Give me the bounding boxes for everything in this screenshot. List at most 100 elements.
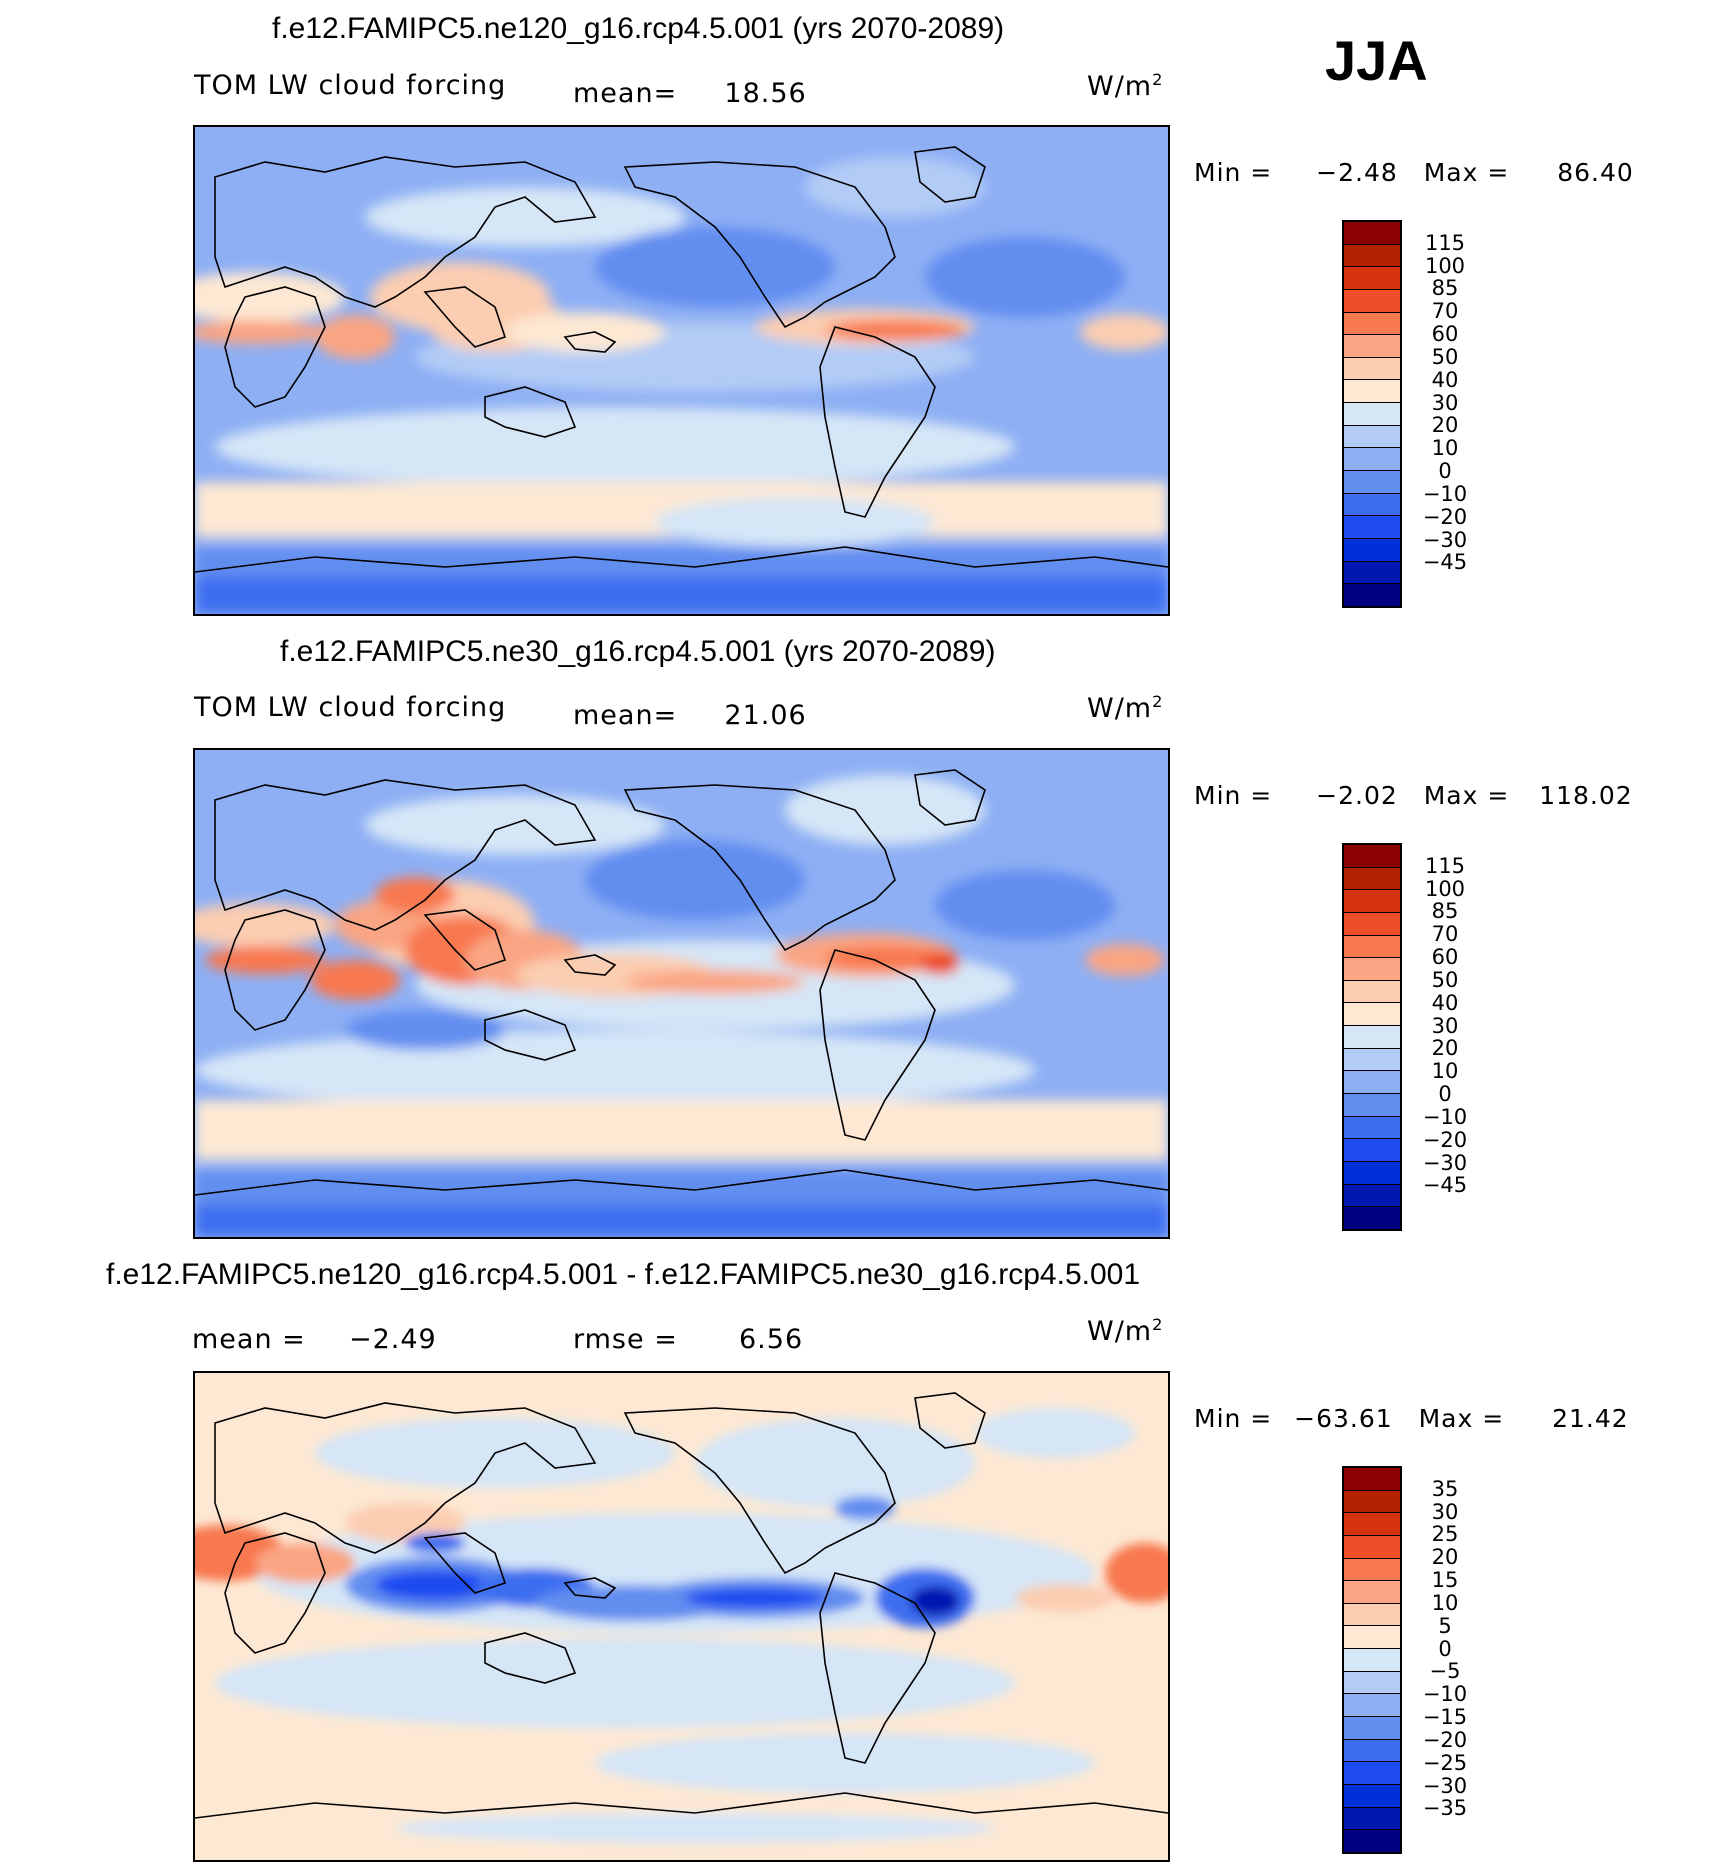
colorbar-segment (1344, 312, 1400, 336)
panel-1-units: W/m2 (1087, 70, 1164, 102)
colorbar-tick-label: −10 (1422, 1104, 1468, 1129)
colorbar-segment (1344, 890, 1400, 913)
panel-3-rmse-value: 6.56 (739, 1324, 804, 1355)
colorbar-segment (1344, 335, 1400, 358)
colorbar-tick-label: −20 (1422, 504, 1468, 529)
colorbar-segment (1344, 1739, 1400, 1763)
colorbar-tick-label: 40 (1431, 367, 1459, 392)
panel-2-max-label: Max = (1423, 781, 1510, 810)
colorbar-segment (1344, 1490, 1400, 1514)
panel-2-mean-value: 21.06 (724, 700, 807, 731)
colorbar-segment (1344, 493, 1400, 517)
colorbar-segment (1344, 935, 1400, 959)
colorbar-tick-label: 0 (1438, 1636, 1452, 1661)
colorbar-segment (1344, 267, 1400, 290)
colorbar-segment (1344, 1603, 1400, 1627)
panel-3-max-value: 21.42 (1552, 1404, 1629, 1433)
colorbar-tick-label: 10 (1431, 436, 1459, 461)
panel-3-colorbar-ticks: 35 30 25 20 15 10 5 0 −5 −10 −15 −20 −25 −30 −35 (1415, 1466, 1495, 1854)
colorbar-segment (1344, 1581, 1400, 1604)
colorbar-segment (1344, 980, 1400, 1004)
colorbar-tick-label: −10 (1422, 1682, 1468, 1707)
colorbar-tick-label: 20 (1431, 1036, 1459, 1061)
season-label: JJA (1325, 29, 1428, 92)
colorbar-segment (1344, 1207, 1400, 1229)
colorbar-tick-label: 60 (1431, 322, 1459, 347)
colorbar-tick-label: 50 (1431, 344, 1459, 369)
colorbar-segment (1344, 1558, 1400, 1582)
colorbar-tick-label: 25 (1431, 1522, 1459, 1547)
panel-2-mean: mean= 21.06 (573, 700, 807, 731)
panel-3-min-max: Min = −63.61 Max = 21.42 (1194, 1404, 1629, 1433)
colorbar-segment (1344, 1071, 1400, 1095)
colorbar-tick-label: 0 (1438, 459, 1452, 484)
colorbar-tick-label: 10 (1431, 1590, 1459, 1615)
colorbar-segment (1344, 222, 1400, 245)
colorbar-segment (1344, 1784, 1400, 1808)
panel-2-mean-label: mean= (573, 700, 678, 731)
colorbar-segment (1344, 912, 1400, 936)
colorbar-segment (1344, 1535, 1400, 1559)
panel-1-title: f.e12.FAMIPC5.ne120_g16.rcp4.5.001 (yrs … (272, 12, 1005, 45)
colorbar-segment (1344, 867, 1400, 891)
colorbar-tick-label: 0 (1438, 1082, 1452, 1107)
colorbar-segment (1344, 845, 1400, 868)
colorbar-tick-label: 30 (1431, 1499, 1459, 1524)
panel-2-colorbar-ticks: 115 100 85 70 60 50 40 30 20 10 0 −10 −20 −30 −45 (1415, 843, 1495, 1231)
panel-1-mean-value: 18.56 (724, 78, 807, 109)
colorbar-tick-label: 100 (1424, 876, 1466, 901)
colorbar-tick-label: 85 (1431, 899, 1459, 924)
panel-3-colorbar (1342, 1466, 1402, 1854)
panel-2-min-label: Min = (1194, 781, 1273, 810)
colorbar-segment (1344, 1116, 1400, 1140)
panel-1-mean-label: mean= (573, 78, 678, 109)
colorbar-tick-label: 40 (1431, 990, 1459, 1015)
panel-1-map (193, 125, 1170, 616)
colorbar-segment (1344, 448, 1400, 472)
panel-3-mean-label: mean = (192, 1324, 306, 1355)
panel-1-colorbar-ticks: 115 100 85 70 60 50 40 30 20 10 0 −10 −20 −30 −45 (1415, 220, 1495, 608)
colorbar-segment (1344, 357, 1400, 381)
colorbar-segment (1344, 403, 1400, 426)
colorbar-segment (1344, 471, 1400, 494)
panel-2-field-label: TOM LW cloud forcing (194, 692, 507, 723)
colorbar-tick-label: −25 (1422, 1750, 1468, 1775)
colorbar-segment (1344, 1830, 1400, 1852)
colorbar-segment (1344, 1694, 1400, 1718)
panel-2-map (193, 748, 1170, 1239)
colorbar-segment (1344, 1094, 1400, 1117)
colorbar-tick-label: 10 (1431, 1059, 1459, 1084)
panel-3-rmse: rmse = 6.56 (573, 1324, 803, 1355)
panel-2-min-max: Min = −2.02 Max = 118.02 (1194, 781, 1633, 810)
colorbar-tick-label: −30 (1422, 527, 1468, 552)
colorbar-segment (1344, 538, 1400, 562)
colorbar-segment (1344, 1184, 1400, 1208)
colorbar-segment (1344, 1048, 1400, 1072)
colorbar-segment (1344, 1513, 1400, 1536)
panel-2-colorbar (1342, 843, 1402, 1231)
panel-1-mean: mean= 18.56 (573, 78, 807, 109)
colorbar-segment (1344, 289, 1400, 313)
colorbar-tick-label: 20 (1431, 413, 1459, 438)
panel-1-field-label: TOM LW cloud forcing (194, 70, 507, 101)
colorbar-segment (1344, 1762, 1400, 1785)
colorbar-tick-label: −15 (1422, 1705, 1468, 1730)
colorbar-tick-label: 70 (1431, 922, 1459, 947)
colorbar-segment (1344, 1671, 1400, 1695)
panel-3-min-label: Min = (1194, 1404, 1273, 1433)
panel-3-mean-value: −2.49 (348, 1324, 437, 1355)
panel-3-max-label: Max = (1418, 1404, 1505, 1433)
colorbar-tick-label: −35 (1422, 1796, 1468, 1821)
colorbar-tick-label: −45 (1422, 1173, 1468, 1198)
colorbar-tick-label: −20 (1422, 1727, 1468, 1752)
panel-1-max-value: 86.40 (1557, 158, 1634, 187)
colorbar-tick-label: 70 (1431, 299, 1459, 324)
colorbar-tick-label: 30 (1431, 1013, 1459, 1038)
panel-1-max-label: Max = (1423, 158, 1510, 187)
panel-3-mean: mean = −2.49 (192, 1324, 437, 1355)
colorbar-tick-label: 35 (1431, 1476, 1459, 1501)
colorbar-tick-label: 60 (1431, 945, 1459, 970)
colorbar-tick-label: −30 (1422, 1150, 1468, 1175)
panel-2-units: W/m2 (1087, 692, 1164, 724)
colorbar-segment (1344, 584, 1400, 606)
